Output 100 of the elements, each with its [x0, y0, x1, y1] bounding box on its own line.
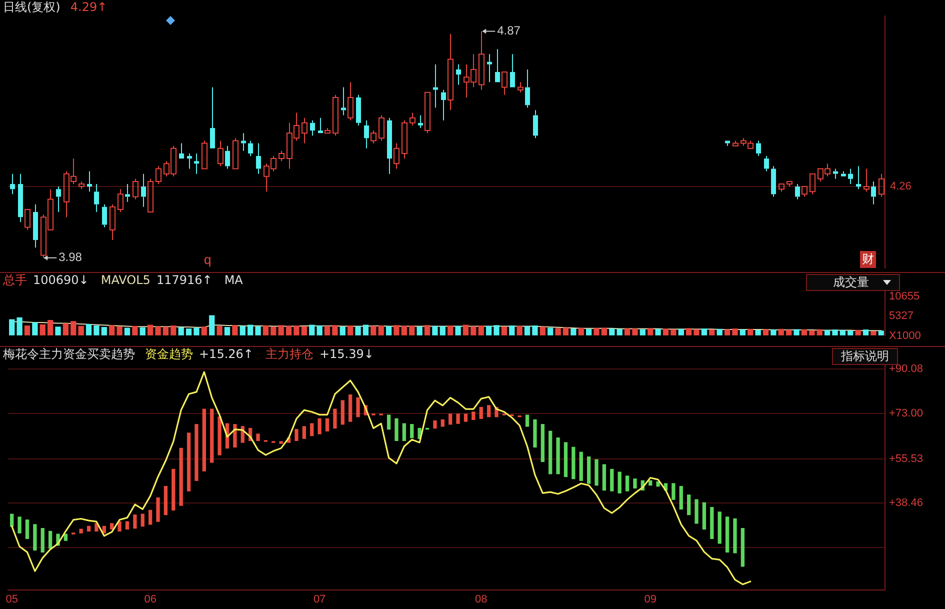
bar: [340, 326, 346, 336]
candlestick: [341, 86, 346, 116]
bar: [640, 329, 646, 336]
bar: [132, 326, 138, 336]
candlestick: [764, 156, 769, 172]
bar: [402, 423, 406, 442]
candlestick: [856, 166, 861, 190]
annotation: 成交量: [833, 275, 869, 290]
candlestick: [194, 152, 199, 174]
bar: [101, 326, 107, 336]
bar: [294, 326, 300, 336]
bar: [394, 325, 400, 336]
x-tick-label: 07: [313, 593, 326, 606]
bar: [386, 414, 391, 430]
bar: [170, 326, 176, 336]
candlestick: [218, 140, 224, 167]
y-axis-title: X1000: [889, 330, 921, 342]
bar: [448, 326, 454, 336]
bar: [118, 521, 122, 532]
bar: [210, 408, 214, 463]
bar: [164, 486, 168, 516]
bar: [194, 328, 200, 336]
bar: [348, 394, 352, 422]
bar: [218, 416, 222, 456]
bar: [79, 528, 83, 534]
bar: [324, 326, 330, 336]
bar: [86, 526, 91, 532]
candlestick: [87, 170, 92, 192]
candlestick: [864, 168, 870, 192]
bar: [770, 330, 776, 336]
bar: [156, 497, 160, 522]
candlestick: [387, 117, 392, 174]
bar: [232, 325, 238, 336]
bar: [579, 452, 583, 481]
candlestick: [56, 186, 61, 212]
bar: [209, 315, 215, 336]
bar: [394, 418, 398, 442]
bar: [64, 534, 68, 541]
bar: [302, 426, 306, 439]
bar: [610, 468, 614, 492]
bar: [501, 326, 508, 336]
bar: [318, 418, 322, 434]
bar: [625, 476, 630, 492]
bar: [194, 424, 198, 481]
bar: [362, 324, 369, 336]
bar: [40, 528, 44, 553]
bar: [486, 326, 492, 336]
candlestick: [370, 130, 376, 144]
annotation: +15.26↑: [199, 347, 254, 361]
bar: [740, 528, 745, 567]
bar: [316, 326, 322, 336]
bar: [255, 326, 261, 336]
chart-title: 日线(复权): [3, 0, 60, 14]
candlestick: [241, 132, 246, 152]
bar: [478, 326, 484, 336]
candlestick: [410, 112, 416, 126]
bar: [733, 518, 737, 554]
text: 总手: [3, 273, 27, 287]
bar: [594, 459, 598, 486]
candlestick: [132, 178, 138, 200]
bar: [472, 412, 476, 420]
bar: [633, 478, 637, 488]
annotation: +15.39↓: [319, 347, 374, 361]
bar: [186, 328, 192, 336]
bar: [424, 325, 430, 336]
bar: [440, 326, 446, 336]
y-tick-label: +55.53: [889, 452, 923, 465]
bar: [618, 472, 622, 494]
bar: [548, 430, 552, 474]
ref-line-label: 4.26: [890, 180, 912, 193]
bar: [540, 326, 546, 336]
bar: [109, 325, 115, 336]
x-tick-label: 09: [644, 593, 656, 606]
candlestick: [310, 120, 315, 136]
bar: [25, 519, 30, 540]
bar: [102, 526, 106, 534]
bar: [18, 516, 22, 534]
bar: [310, 423, 314, 436]
bar: [124, 328, 130, 336]
text: 主力持仓: [265, 347, 314, 361]
candlestick: [225, 145, 230, 170]
x-tick-label: 06: [144, 593, 156, 606]
bar: [548, 328, 554, 336]
bar: [309, 324, 315, 336]
bar: [570, 328, 576, 336]
bar: [440, 419, 444, 427]
bar: [632, 328, 638, 336]
bar: [578, 328, 584, 336]
series-label: 资金趋势: [145, 347, 193, 361]
annotation: 4.87: [497, 24, 521, 38]
text: 117916↑: [156, 273, 212, 287]
bar: [202, 408, 206, 472]
bar: [762, 329, 769, 336]
dropdown: 成交量: [806, 274, 900, 291]
bar: [370, 326, 376, 336]
chart-title: 梅花令主力资金买卖趋势: [3, 347, 135, 361]
bar: [155, 326, 161, 336]
bar: [601, 328, 608, 336]
bar: [279, 441, 283, 444]
bar: [301, 326, 308, 336]
